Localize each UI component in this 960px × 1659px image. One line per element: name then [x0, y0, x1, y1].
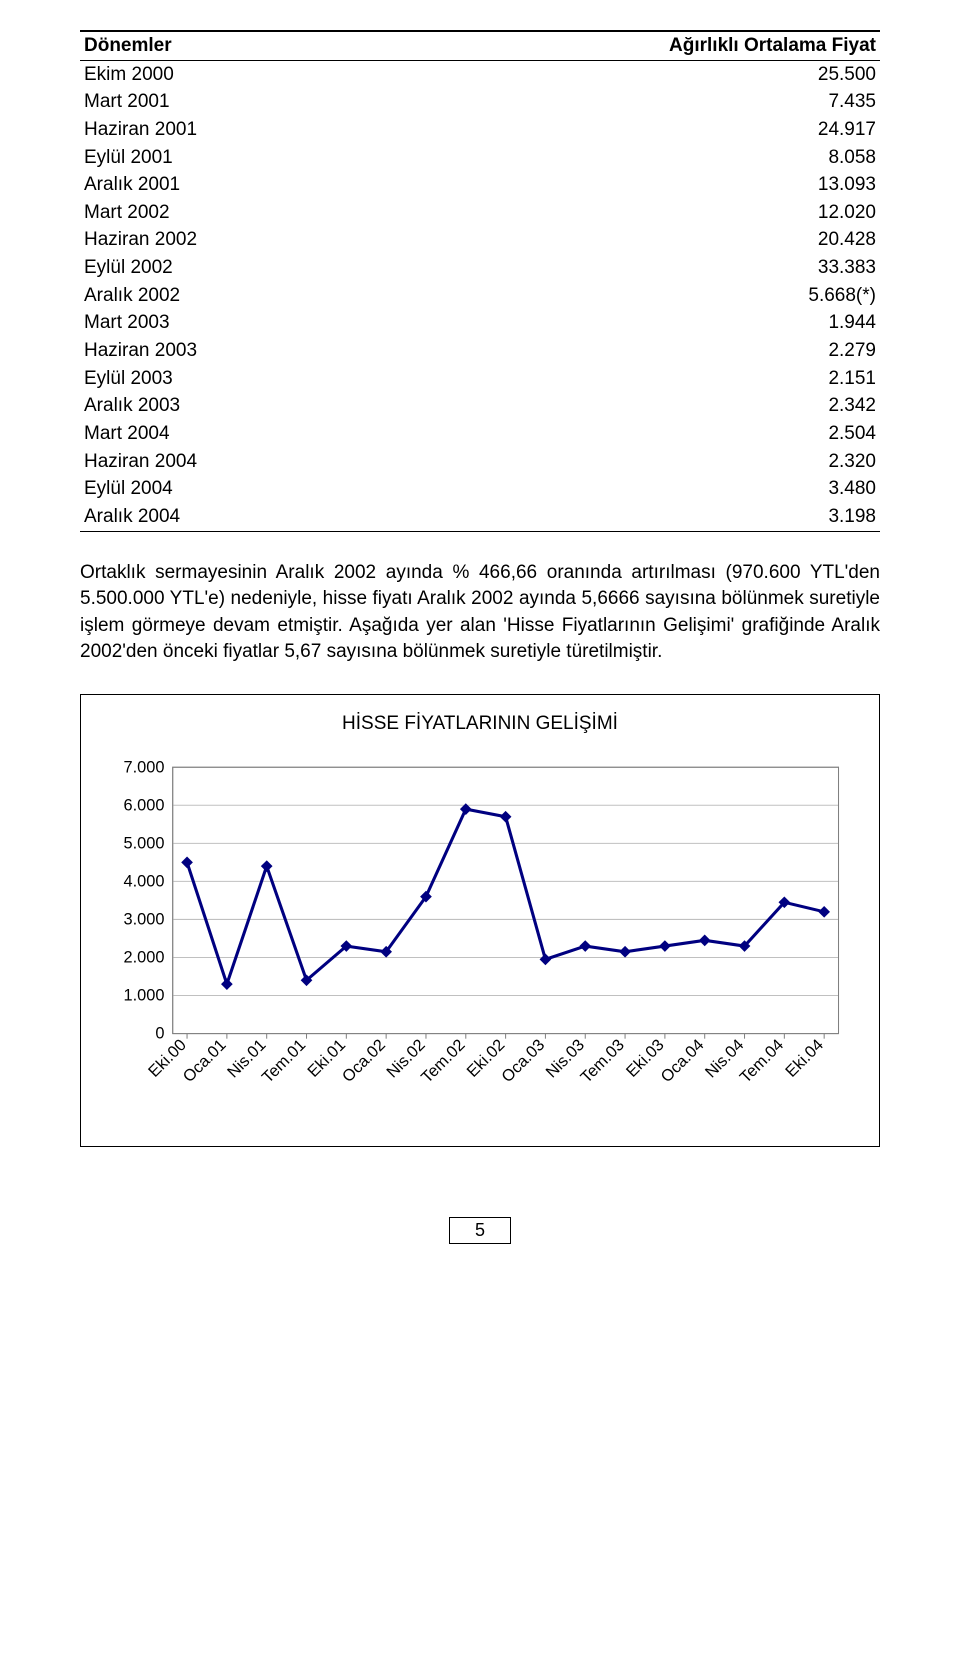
- table-row-period: Mart 2004: [80, 420, 368, 448]
- table-row-price: 2.151: [368, 365, 880, 393]
- chart-container: HİSSE FİYATLARININ GELİŞİMİ 0 1.000 2.000 3…: [80, 694, 880, 1147]
- table-row-price: 5.668(*): [368, 282, 880, 310]
- th-price: Ağırlıklı Ortalama Fiyat: [368, 31, 880, 60]
- table-row-price: 12.020: [368, 199, 880, 227]
- table-row-price: 2.279: [368, 337, 880, 365]
- table-row-period: Haziran 2002: [80, 226, 368, 254]
- table-row-price: 3.480: [368, 475, 880, 503]
- table-row-period: Aralık 2002: [80, 282, 368, 310]
- price-table: Dönemler Ağırlıklı Ortalama Fiyat Ekim 2…: [80, 30, 880, 532]
- table-row-price: 13.093: [368, 171, 880, 199]
- svg-text:Oca.04: Oca.04: [657, 1036, 707, 1086]
- table-row-period: Mart 2003: [80, 309, 368, 337]
- table-row-period: Aralık 2003: [80, 392, 368, 420]
- svg-text:Eki.04: Eki.04: [782, 1036, 827, 1081]
- table-row-price: 8.058: [368, 144, 880, 172]
- table-row-price: 24.917: [368, 116, 880, 144]
- table-row-period: Haziran 2003: [80, 337, 368, 365]
- svg-text:1.000: 1.000: [124, 987, 165, 1005]
- svg-text:4.000: 4.000: [124, 872, 165, 890]
- svg-text:7.000: 7.000: [124, 758, 165, 776]
- table-row-period: Aralık 2001: [80, 171, 368, 199]
- table-row-price: 1.944: [368, 309, 880, 337]
- svg-text:Tem.03: Tem.03: [577, 1036, 628, 1087]
- svg-text:6.000: 6.000: [124, 796, 165, 814]
- svg-text:Tem.01: Tem.01: [259, 1036, 310, 1087]
- table-row-price: 20.428: [368, 226, 880, 254]
- table-row-period: Eylül 2002: [80, 254, 368, 282]
- svg-text:Oca.01: Oca.01: [180, 1036, 230, 1086]
- th-period: Dönemler: [80, 31, 368, 60]
- svg-text:3.000: 3.000: [124, 910, 165, 928]
- svg-text:Tem.04: Tem.04: [736, 1036, 787, 1087]
- table-row-period: Ekim 2000: [80, 60, 368, 88]
- table-row-price: 33.383: [368, 254, 880, 282]
- table-row-period: Mart 2001: [80, 88, 368, 116]
- table-row-price: 2.342: [368, 392, 880, 420]
- table-row-price: 2.320: [368, 448, 880, 476]
- page-number: 5: [449, 1217, 511, 1244]
- table-row-price: 3.198: [368, 503, 880, 531]
- chart-title: HİSSE FİYATLARININ GELİŞİMİ: [101, 713, 859, 735]
- svg-text:0: 0: [155, 1025, 164, 1043]
- table-row-price: 2.504: [368, 420, 880, 448]
- svg-text:Oca.03: Oca.03: [498, 1036, 548, 1086]
- table-row-price: 25.500: [368, 60, 880, 88]
- svg-text:2.000: 2.000: [124, 948, 165, 966]
- stock-price-chart: 0 1.000 2.000 3.000 4.000 5.000 6.000 7.000 Eki.…: [101, 757, 859, 1126]
- svg-text:5.000: 5.000: [124, 834, 165, 852]
- explanation-paragraph: Ortaklık sermayesinin Aralık 2002 ayında…: [80, 560, 880, 666]
- table-row-period: Haziran 2001: [80, 116, 368, 144]
- table-row-period: Aralık 2004: [80, 503, 368, 531]
- table-row-period: Eylül 2004: [80, 475, 368, 503]
- svg-text:Oca.02: Oca.02: [339, 1036, 389, 1086]
- table-row-period: Eylül 2003: [80, 365, 368, 393]
- table-row-period: Eylül 2001: [80, 144, 368, 172]
- table-row-period: Haziran 2004: [80, 448, 368, 476]
- svg-text:Tem.02: Tem.02: [418, 1036, 469, 1087]
- table-row-price: 7.435: [368, 88, 880, 116]
- table-row-period: Mart 2002: [80, 199, 368, 227]
